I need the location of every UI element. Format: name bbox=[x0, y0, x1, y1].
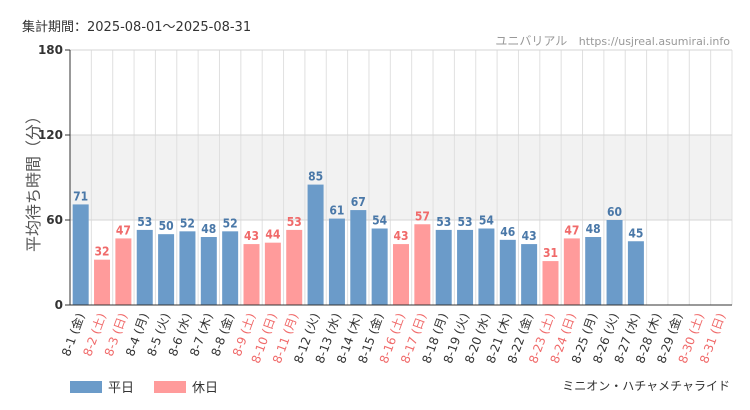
bar bbox=[307, 184, 324, 305]
bar bbox=[563, 238, 580, 305]
bar bbox=[542, 261, 559, 305]
value-label: 71 bbox=[73, 189, 88, 203]
bar bbox=[371, 228, 388, 305]
value-label: 48 bbox=[586, 222, 601, 236]
value-label: 48 bbox=[201, 222, 216, 236]
site-credit: ユニバリアル https://usjreal.asumirai.info bbox=[495, 32, 730, 49]
bar bbox=[115, 238, 132, 305]
legend-item-holiday[interactable]: 休日 bbox=[154, 377, 218, 396]
bar bbox=[414, 224, 431, 305]
bar bbox=[243, 244, 260, 305]
value-label: 44 bbox=[265, 228, 281, 242]
value-labels-layer: 71 32 47 53 50 52 48 52 43 44 53 85 61 67 54 43 57 53 53 54… bbox=[73, 170, 643, 261]
value-label: 52 bbox=[180, 216, 195, 230]
bar bbox=[627, 241, 644, 305]
bar bbox=[521, 244, 538, 305]
bar bbox=[94, 259, 111, 305]
bar bbox=[328, 218, 345, 305]
axes-layer: 0 60 120 180 bbox=[38, 43, 732, 312]
value-label: 60 bbox=[607, 205, 622, 219]
bar bbox=[393, 244, 409, 305]
value-label: 53 bbox=[458, 215, 473, 229]
bar bbox=[158, 234, 175, 305]
y-tick-label: 0 bbox=[55, 298, 63, 312]
bar bbox=[499, 239, 516, 305]
value-label: 43 bbox=[522, 229, 537, 243]
bar bbox=[350, 210, 367, 305]
value-label: 47 bbox=[116, 223, 131, 237]
value-label: 31 bbox=[543, 246, 558, 260]
value-label: 53 bbox=[287, 215, 302, 229]
bar bbox=[222, 231, 239, 305]
value-label: 85 bbox=[308, 170, 323, 184]
shaded-band bbox=[70, 135, 732, 220]
bar bbox=[478, 228, 495, 305]
bar bbox=[200, 237, 217, 305]
y-tick-label: 120 bbox=[38, 128, 63, 142]
bar bbox=[264, 242, 281, 305]
legend-label-holiday: 休日 bbox=[192, 381, 219, 396]
legend-label-weekday: 平日 bbox=[108, 381, 135, 396]
value-label: 32 bbox=[95, 245, 110, 259]
bar bbox=[179, 231, 196, 305]
value-label: 53 bbox=[436, 215, 451, 229]
legend: 平日 休日 bbox=[70, 377, 218, 396]
value-label: 52 bbox=[223, 216, 238, 230]
period-label: 集計期間：2025-08-01～2025-08-31 bbox=[22, 20, 252, 35]
value-label: 54 bbox=[479, 214, 495, 228]
bar bbox=[136, 229, 153, 305]
value-label: 47 bbox=[564, 223, 579, 237]
y-tick-label: 60 bbox=[46, 213, 63, 227]
y-tick-label: 180 bbox=[38, 43, 63, 57]
value-label: 50 bbox=[159, 219, 174, 233]
value-label: 57 bbox=[415, 209, 430, 223]
value-label: 54 bbox=[372, 214, 388, 228]
value-label: 46 bbox=[500, 225, 515, 239]
value-label: 53 bbox=[137, 215, 152, 229]
attraction-name: ミニオン・ハチャメチャライド bbox=[562, 379, 730, 393]
bars-layer bbox=[72, 184, 644, 305]
value-label: 61 bbox=[329, 204, 344, 218]
bar bbox=[606, 220, 623, 305]
bar bbox=[72, 204, 89, 305]
value-label: 43 bbox=[393, 229, 408, 243]
site-url[interactable]: https://usjreal.asumirai.info bbox=[578, 35, 730, 48]
x-tick-labels-layer: 8-1 (金)8-2 (土)8-3 (日)8-4 (月)8-5 (火)8-6 (… bbox=[58, 311, 728, 365]
value-label: 43 bbox=[244, 229, 259, 243]
bar bbox=[585, 237, 602, 305]
shaded-band-layer bbox=[70, 135, 732, 220]
legend-swatch-weekday bbox=[70, 380, 102, 393]
legend-swatch-holiday bbox=[154, 380, 187, 393]
bar bbox=[457, 229, 474, 305]
value-label: 67 bbox=[351, 195, 366, 209]
site-name: ユニバリアル bbox=[495, 34, 568, 48]
value-label: 45 bbox=[628, 226, 643, 240]
legend-item-weekday[interactable]: 平日 bbox=[70, 377, 134, 396]
bar bbox=[286, 229, 303, 305]
bar bbox=[435, 229, 452, 305]
